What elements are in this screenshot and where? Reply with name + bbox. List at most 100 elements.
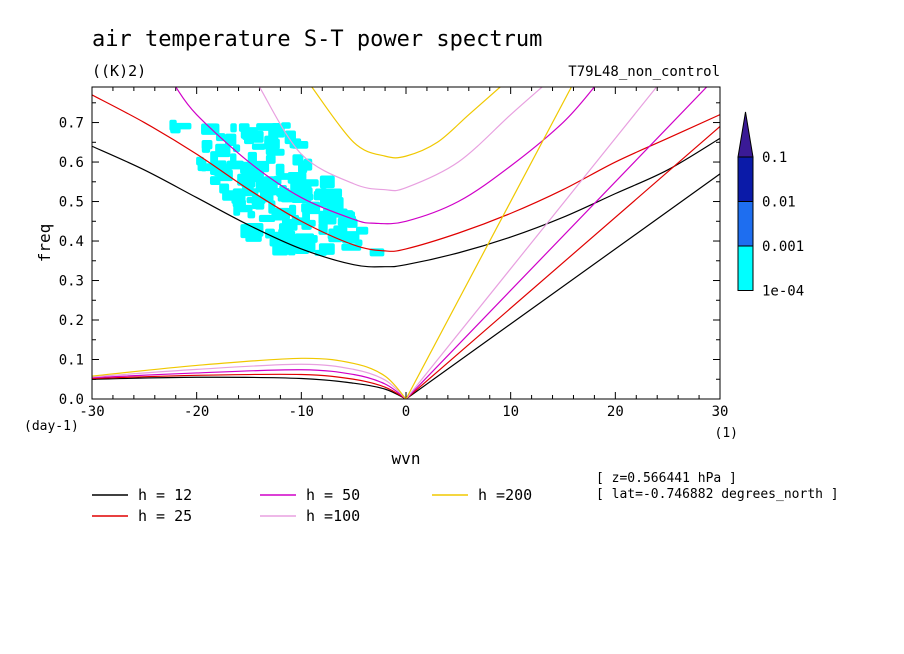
chart-title: air temperature S-T power spectrum [92, 27, 542, 52]
colorbar-label: 0.001 [762, 239, 804, 255]
info-lat: [ lat=-0.746882 degrees_north ] [596, 487, 839, 502]
shade-patch [254, 202, 265, 210]
x-tick-label: 20 [607, 404, 624, 420]
shade-patch [241, 166, 260, 174]
kelvin-wave-line [405, 87, 708, 399]
mrg-wave-curve [92, 363, 407, 399]
mrg-wave-curve [92, 376, 407, 399]
x-tick-label: 0 [402, 404, 410, 420]
x-tick-label: -20 [184, 404, 209, 420]
legend: h = 12 h = 25 h = 50 h =100 h =200 [92, 486, 532, 525]
y-unit-label: (day-1) [24, 419, 79, 434]
kelvin-wave-line [405, 126, 720, 399]
shade-patch [251, 143, 266, 150]
shade-patch [243, 136, 255, 145]
shade-patch [241, 188, 259, 197]
shade-patch [293, 217, 301, 225]
y-tick-label: 0.7 [59, 116, 84, 132]
shade-patch [236, 204, 253, 213]
er-wave-curve [311, 87, 501, 159]
y-tick-label: 0.5 [59, 195, 84, 211]
shade-patch [341, 243, 362, 251]
shade-patch [258, 214, 276, 222]
x-axis-label: wvn [392, 449, 421, 468]
colorbar: 0.1 0.01 0.001 1e-04 [737, 111, 804, 300]
shade-patch [301, 219, 316, 227]
mrg-wave-curve [92, 357, 407, 399]
kelvin-wave-line [405, 87, 572, 399]
shade-patch [245, 228, 262, 242]
shade-patch [247, 210, 256, 219]
er-wave-curve [92, 94, 720, 252]
x-unit-label: (1) [715, 426, 738, 441]
y-tick-label: 0.0 [59, 392, 84, 408]
shade-patch [275, 163, 285, 177]
y-tick-label: 0.2 [59, 313, 84, 329]
legend-label: h = 50 [306, 486, 360, 504]
shade-patch [201, 140, 213, 150]
experiment-label: T79L48_non_control [568, 64, 720, 80]
shade-patch [326, 193, 335, 201]
shade-patch [271, 122, 281, 131]
shade-patch [255, 180, 273, 193]
shade-patch [231, 192, 246, 204]
er-wave-curve [92, 137, 720, 268]
shade-patch [173, 122, 192, 130]
shade-patch [230, 123, 237, 133]
shade-patch [298, 236, 316, 243]
shade-patch [287, 171, 307, 184]
shade-patch [278, 228, 294, 241]
legend-label: h =100 [306, 507, 360, 525]
shade-patch [201, 123, 220, 135]
shade-patch [238, 123, 250, 132]
legend-label: h =200 [478, 486, 532, 504]
shade-patch [297, 180, 312, 194]
mrg-wave-curve [92, 373, 407, 399]
dispersion-curves [92, 87, 720, 399]
colorbar-label: 0.1 [762, 150, 787, 166]
shade-patch [268, 148, 285, 156]
info-z: [ z=0.566441 hPa ] [596, 471, 737, 486]
x-tick-labels: -30 -20 -10 0 10 20 30 [79, 404, 728, 420]
shade-patch [342, 231, 360, 244]
shade-patch [251, 197, 266, 205]
x-tick-label: -30 [79, 404, 104, 420]
mrg-wave-curve [92, 369, 407, 399]
shade-patch [318, 243, 335, 255]
legend-label: h = 12 [138, 486, 192, 504]
x-tick-label: 10 [502, 404, 519, 420]
shade-patch [281, 122, 291, 129]
y-tick-label: 0.1 [59, 353, 84, 369]
colorbar-segment [737, 156, 754, 202]
y-tick-labels: 0.0 0.1 0.2 0.3 0.4 0.5 0.6 0.7 [59, 116, 84, 408]
shade-patch [318, 222, 328, 235]
colorbar-label: 1e-04 [762, 284, 804, 300]
axis-ticks [91, 87, 721, 400]
shade-patch [210, 151, 219, 164]
y-tick-label: 0.3 [59, 274, 84, 290]
shade-patch [224, 133, 237, 146]
shade-patch [289, 138, 302, 149]
shade-patch [289, 204, 297, 216]
colorbar-label: 0.01 [762, 195, 796, 211]
shade-patch [319, 179, 328, 189]
kelvin-wave-line [405, 173, 720, 399]
shade-patch [215, 143, 231, 158]
er-wave-curve [258, 87, 543, 192]
shade-patch [247, 151, 257, 163]
colorbar-segment [737, 201, 754, 247]
shade-patch [292, 154, 304, 166]
er-wave-curve [175, 87, 595, 225]
chart-units: ((K)2) [92, 62, 146, 80]
legend-label: h = 25 [138, 507, 192, 525]
shade-patch [237, 173, 255, 186]
x-tick-label: 30 [712, 404, 729, 420]
shade-patch [252, 130, 264, 143]
x-tick-label: -10 [289, 404, 314, 420]
shade-patch [197, 160, 207, 172]
y-axis-label: freq [35, 224, 54, 263]
colorbar-triangle [737, 111, 754, 158]
colorbar-segment [737, 245, 754, 291]
plot-frame [91, 86, 721, 400]
